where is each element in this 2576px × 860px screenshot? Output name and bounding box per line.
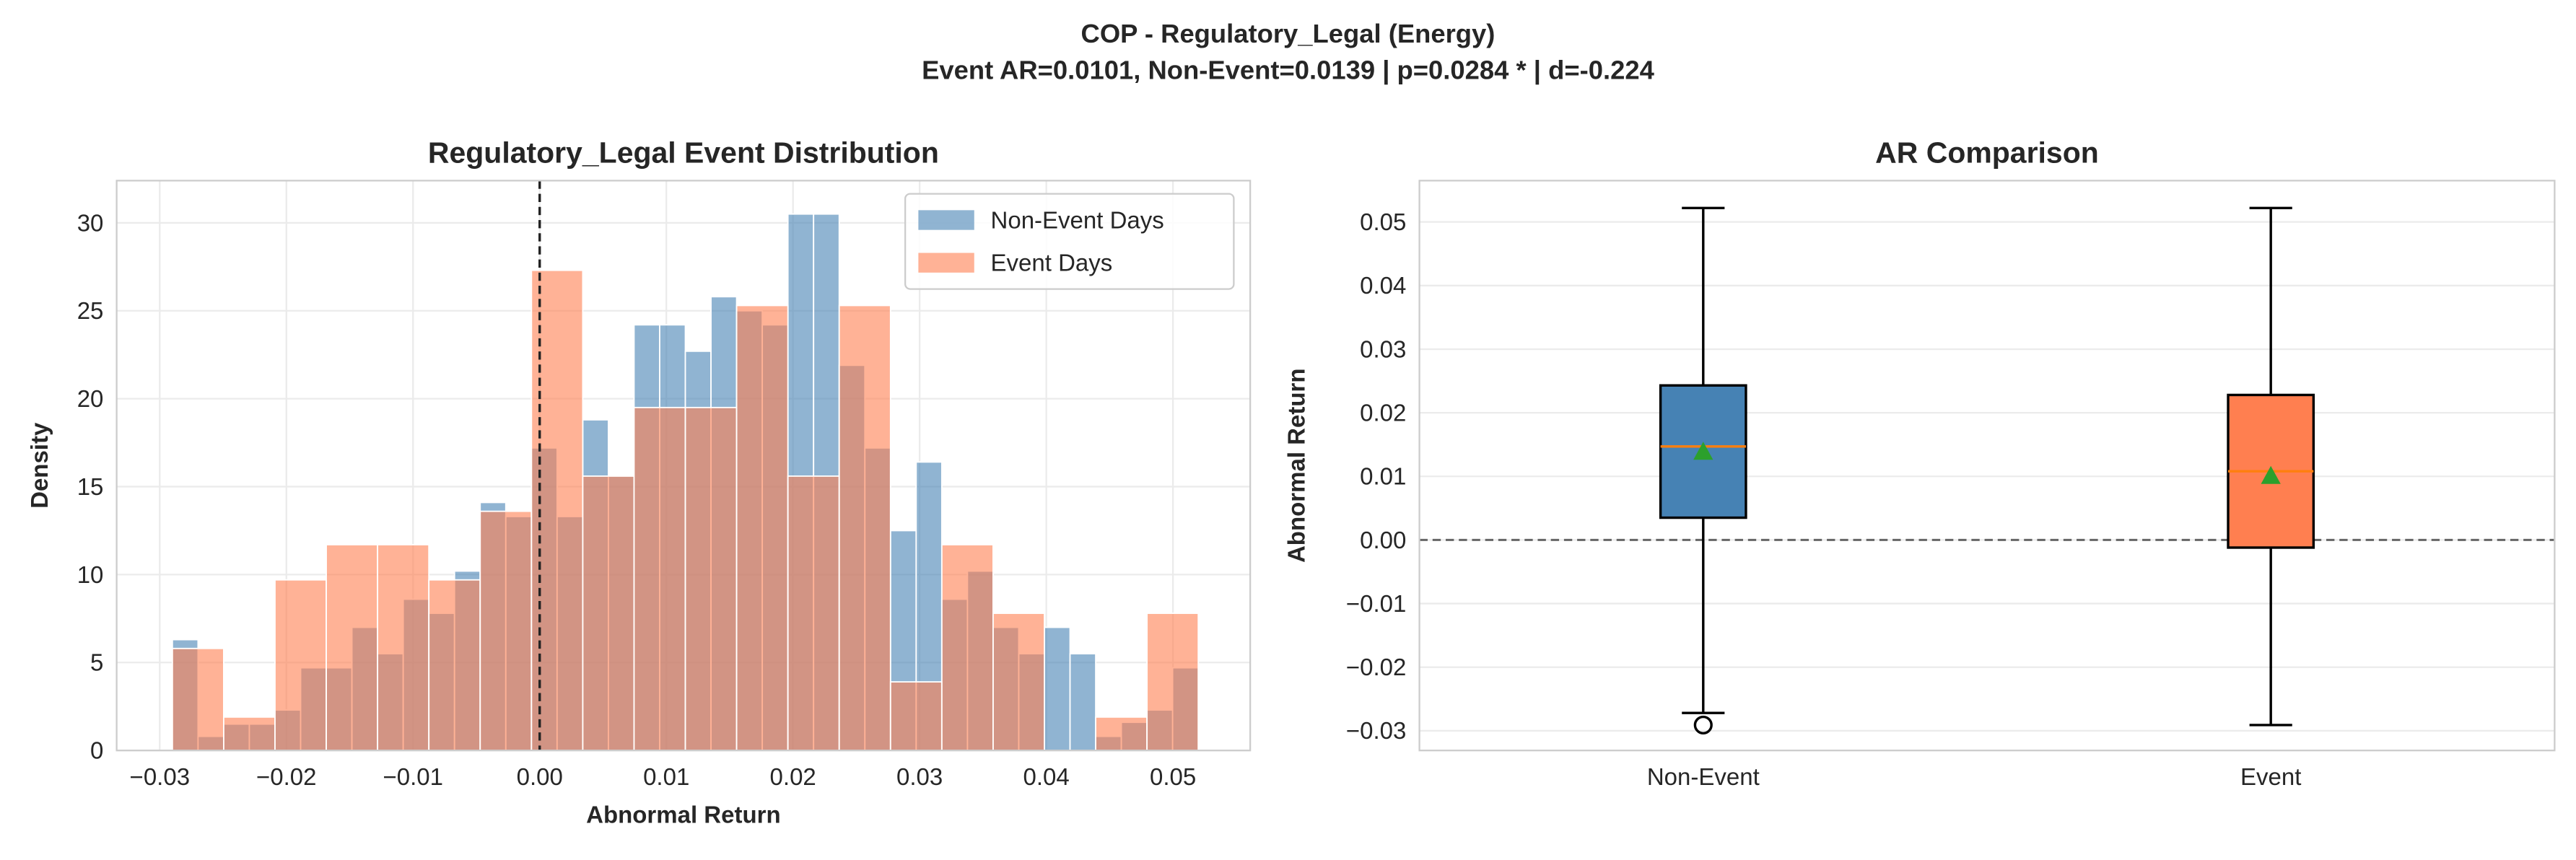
histogram-bar bbox=[274, 579, 327, 752]
y-tick-label: 0.00 bbox=[1360, 527, 1406, 553]
x-tick-label: 0.03 bbox=[896, 763, 943, 790]
y-tick-label: −0.01 bbox=[1346, 590, 1407, 617]
x-axis-label: Abnormal Return bbox=[586, 801, 781, 828]
histogram-bar bbox=[428, 579, 481, 752]
x-tick-label: 0.01 bbox=[643, 763, 689, 790]
x-tick-label: −0.03 bbox=[130, 763, 190, 790]
y-tick-label: 0.03 bbox=[1360, 335, 1406, 362]
figure-title: COP - Regulatory_Legal (Energy) bbox=[1081, 19, 1496, 48]
legend-label: Event Days bbox=[991, 250, 1113, 276]
y-tick-label: 0.05 bbox=[1360, 209, 1406, 235]
histogram-bar bbox=[735, 304, 789, 752]
histogram-bar bbox=[1044, 626, 1071, 752]
y-tick-label: 0.02 bbox=[1360, 399, 1406, 426]
legend-swatch bbox=[918, 253, 974, 273]
mean-marker bbox=[2261, 465, 2281, 484]
x-tick-label: Event bbox=[2240, 763, 2301, 790]
histogram-bar bbox=[787, 475, 840, 752]
y-tick-label: 0.04 bbox=[1360, 272, 1406, 299]
x-tick-label: −0.01 bbox=[383, 763, 442, 790]
axes-frame bbox=[1418, 180, 2556, 752]
flier bbox=[1693, 715, 1713, 735]
y-tick-label: 25 bbox=[77, 297, 104, 324]
histogram-bar bbox=[171, 647, 224, 752]
histogram-bar bbox=[479, 510, 533, 752]
x-tick-label: 0.02 bbox=[770, 763, 816, 790]
histogram-bar bbox=[1069, 653, 1096, 752]
histogram-bar bbox=[940, 544, 994, 752]
y-tick-label: 15 bbox=[77, 473, 104, 500]
histogram-bar bbox=[222, 716, 276, 752]
histogram-bar bbox=[684, 406, 738, 752]
axes-title: Regulatory_Legal Event Distribution bbox=[428, 136, 939, 169]
y-tick-label: 30 bbox=[77, 209, 104, 236]
legend-swatch bbox=[918, 210, 974, 230]
y-axis-label: Density bbox=[26, 422, 53, 509]
x-tick-label: 0.05 bbox=[1150, 763, 1196, 790]
x-tick-label: 0.04 bbox=[1023, 763, 1070, 790]
histogram-bar bbox=[992, 613, 1045, 752]
legend-box bbox=[904, 193, 1235, 290]
legend-label: Non-Event Days bbox=[991, 206, 1164, 233]
histogram-bar bbox=[838, 304, 891, 752]
y-tick-label: −0.02 bbox=[1346, 654, 1407, 680]
axes-frame bbox=[115, 180, 1252, 752]
histogram-bar bbox=[326, 544, 379, 752]
histogram-bar bbox=[889, 681, 943, 752]
y-tick-label: 10 bbox=[77, 561, 104, 588]
figure-subtitle: Event AR=0.0101, Non-Event=0.0139 | p=0.… bbox=[922, 55, 1654, 85]
y-tick-label: 0.01 bbox=[1360, 463, 1406, 490]
y-tick-label: 20 bbox=[77, 385, 104, 412]
x-tick-label: −0.02 bbox=[256, 763, 317, 790]
axes-title: AR Comparison bbox=[1875, 136, 2099, 169]
y-tick-label: 5 bbox=[90, 649, 103, 676]
histogram-bar bbox=[582, 475, 635, 752]
histogram-bar bbox=[377, 544, 430, 752]
y-tick-label: 0 bbox=[90, 737, 103, 764]
y-axis-label: Abnormal Return bbox=[1283, 369, 1309, 563]
x-tick-label: 0.00 bbox=[517, 763, 563, 790]
x-tick-label: Non-Event bbox=[1647, 763, 1760, 790]
histogram-bar bbox=[633, 406, 686, 752]
histogram-bar bbox=[1095, 716, 1148, 752]
mean-marker bbox=[1693, 442, 1713, 460]
histogram-bar bbox=[1146, 613, 1200, 752]
y-tick-label: −0.03 bbox=[1346, 717, 1407, 744]
